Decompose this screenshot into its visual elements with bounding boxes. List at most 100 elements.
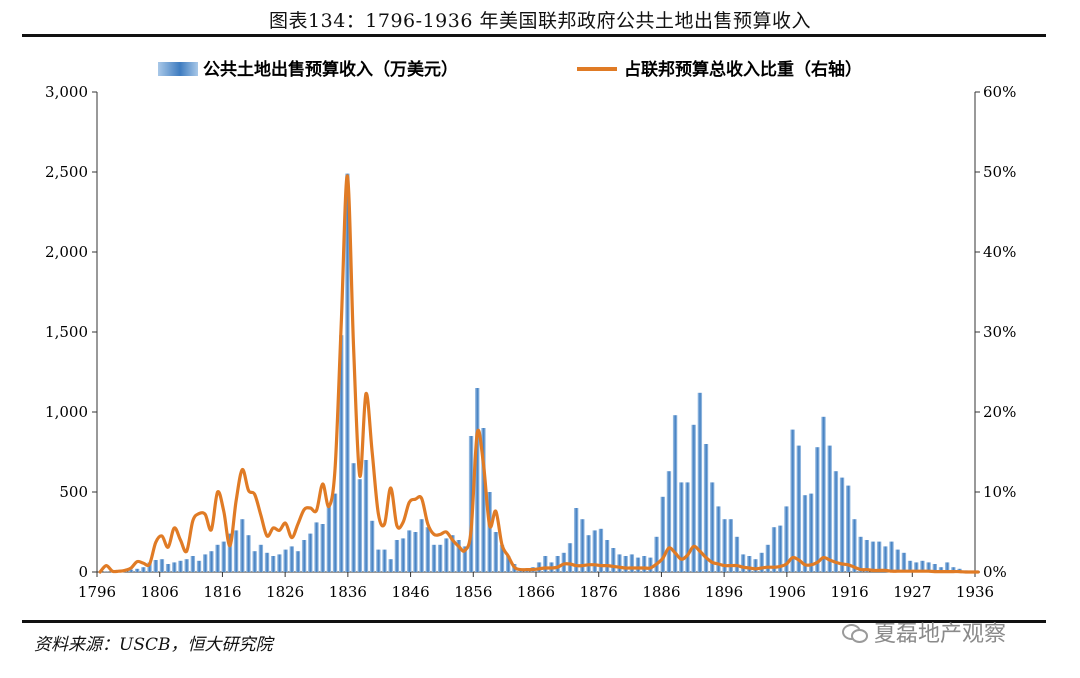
bar xyxy=(839,477,845,572)
bar xyxy=(351,463,356,572)
bar xyxy=(808,493,814,572)
bar xyxy=(778,525,783,572)
bar xyxy=(833,471,839,572)
bar xyxy=(258,544,264,572)
bar xyxy=(697,392,703,572)
left-tick-label: 2,000 xyxy=(45,243,88,261)
bar xyxy=(759,552,764,572)
bar xyxy=(623,556,628,572)
bar xyxy=(926,562,931,572)
bar xyxy=(481,428,486,572)
bar xyxy=(586,535,591,572)
bar xyxy=(437,544,443,572)
bar xyxy=(864,540,870,572)
bar xyxy=(308,533,313,572)
right-tick-label: 20% xyxy=(983,403,1016,421)
bar xyxy=(951,567,956,572)
bar xyxy=(320,524,325,572)
bar xyxy=(357,479,363,572)
bar xyxy=(184,559,189,572)
legend-bar-swatch xyxy=(158,62,198,76)
bar xyxy=(555,556,560,572)
bar xyxy=(914,562,919,572)
bar xyxy=(431,544,437,572)
title-rule xyxy=(22,34,1046,37)
bar xyxy=(734,536,740,572)
x-tick-label: 1896 xyxy=(705,583,743,601)
bar xyxy=(604,540,610,572)
bar xyxy=(283,549,288,572)
bar xyxy=(709,482,715,572)
legend-bar-label: 公共土地出售预算收入（万美元） xyxy=(203,59,458,80)
bar xyxy=(196,560,202,572)
bar xyxy=(388,559,393,572)
bar xyxy=(592,530,597,572)
bar xyxy=(740,554,746,572)
bar xyxy=(598,528,604,572)
bar xyxy=(252,551,257,572)
bar xyxy=(703,444,709,572)
bar xyxy=(270,556,276,572)
bar xyxy=(499,544,505,572)
bar xyxy=(178,560,183,572)
bar xyxy=(487,492,492,572)
bar xyxy=(369,520,375,572)
bar xyxy=(444,538,449,572)
bar xyxy=(462,546,468,572)
left-tick-label: 1,000 xyxy=(45,403,88,421)
x-tick-label: 1806 xyxy=(141,583,179,601)
bar xyxy=(128,569,134,572)
bar xyxy=(394,540,400,572)
line-path xyxy=(98,174,980,574)
bar xyxy=(722,519,727,572)
x-tick-label: 1916 xyxy=(830,583,868,601)
x-tick-label: 1866 xyxy=(517,583,555,601)
right-tick-label: 30% xyxy=(983,323,1016,341)
right-tick-label: 40% xyxy=(983,243,1016,261)
legend: 公共土地出售预算收入（万美元） 占联邦预算总收入比重（右轴） xyxy=(158,59,862,80)
right-tick-label: 50% xyxy=(983,163,1016,181)
bar xyxy=(846,485,851,572)
bar xyxy=(134,568,140,572)
bar xyxy=(475,388,480,572)
bar xyxy=(202,554,208,572)
bar xyxy=(654,536,659,572)
bar xyxy=(920,560,925,572)
source-note: 资料来源：USCB，恒大研究院 xyxy=(34,635,273,655)
bar xyxy=(901,552,907,572)
bar xyxy=(233,530,239,572)
bar xyxy=(852,519,857,572)
left-tick-label: 3,000 xyxy=(45,83,88,101)
wechat-icon xyxy=(842,622,868,643)
left-tick-label: 2,500 xyxy=(45,163,88,181)
bar xyxy=(617,554,622,572)
bar xyxy=(165,564,171,572)
bar xyxy=(147,562,152,572)
bar xyxy=(543,556,548,572)
watermark: 夏磊地产观察 xyxy=(842,616,1006,648)
bar xyxy=(221,541,226,572)
bar xyxy=(573,508,579,572)
bar xyxy=(419,519,424,572)
x-tick-label: 1927 xyxy=(893,583,931,601)
bar xyxy=(450,535,455,572)
bar xyxy=(666,471,672,572)
bar xyxy=(660,496,665,572)
bar xyxy=(771,527,777,572)
legend-line-label: 占联邦预算总收入比重（右轴） xyxy=(624,59,862,80)
bar xyxy=(870,541,876,572)
bar xyxy=(567,543,573,572)
right-tick-label: 10% xyxy=(983,483,1016,501)
bar xyxy=(685,482,690,572)
bar xyxy=(524,570,529,572)
bar xyxy=(295,551,301,572)
bar xyxy=(159,559,165,572)
bar xyxy=(938,567,944,572)
bar xyxy=(796,445,802,572)
line-series xyxy=(98,174,980,574)
x-tick-label: 1906 xyxy=(768,583,806,601)
x-tick-label: 1836 xyxy=(329,583,367,601)
bar xyxy=(209,551,214,572)
right-tick-label: 60% xyxy=(983,83,1016,101)
bar xyxy=(326,503,332,572)
